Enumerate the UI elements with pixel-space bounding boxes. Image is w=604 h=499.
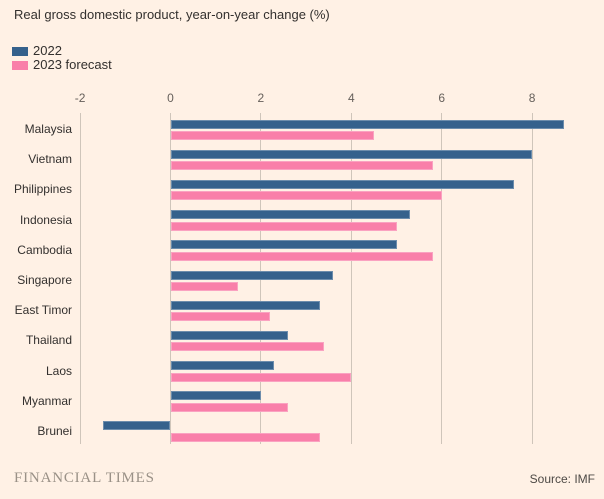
category-label: Singapore <box>17 273 72 287</box>
bar-2023-forecast-myanmar <box>170 402 289 412</box>
category-label: East Timor <box>14 303 72 318</box>
bar-2023-forecast-singapore <box>170 282 239 291</box>
category-label: Vietnam <box>28 152 72 167</box>
bar-2023-forecast-malaysia <box>170 131 374 141</box>
category-label: Thailand <box>25 333 72 348</box>
source-label: Source: IMF <box>529 472 595 486</box>
bar-2022-malaysia <box>170 119 564 129</box>
bar-2022-vietnam <box>170 149 533 159</box>
category-label: Cambodia <box>17 242 72 257</box>
category-label: Laos <box>45 363 72 378</box>
bar-2022-singapore <box>170 270 334 280</box>
legend-item: 2022 <box>12 44 112 58</box>
gridline <box>441 113 443 444</box>
legend: 2022 2023 forecast <box>12 44 112 72</box>
bar-2022-thailand <box>170 330 289 340</box>
bar-2022-laos <box>170 361 275 371</box>
x-tick-label: -2 <box>74 91 86 105</box>
category-label: Myanmar <box>21 393 72 408</box>
x-tick-label: 2 <box>257 91 265 105</box>
bar-2022-philippines <box>170 179 515 189</box>
category-label: Malaysia <box>24 122 72 137</box>
category-label: Philippines <box>13 182 72 197</box>
legend-label: 2022 <box>33 43 62 58</box>
x-tick-label: 8 <box>528 91 536 105</box>
ft-wordmark: FINANCIAL TIMES <box>14 470 155 486</box>
legend-swatch <box>12 47 28 56</box>
bar-2023-forecast-east-timor <box>170 312 270 322</box>
gridline <box>531 113 533 444</box>
bar-2022-east-timor <box>170 300 320 310</box>
bar-2023-forecast-indonesia <box>170 221 397 231</box>
bar-2023-forecast-brunei <box>170 432 320 442</box>
bar-2023-forecast-vietnam <box>170 161 433 171</box>
legend-label: 2023 forecast <box>33 57 112 72</box>
gridline <box>79 113 81 444</box>
category-label: Brunei <box>37 423 72 438</box>
bar-2023-forecast-laos <box>170 372 352 382</box>
bar-2023-forecast-cambodia <box>170 251 433 261</box>
gridline <box>350 113 352 444</box>
x-tick-label: 0 <box>167 91 174 105</box>
category-label: Indonesia <box>19 212 72 227</box>
bar-2022-indonesia <box>170 210 411 220</box>
legend-item: 2023 forecast <box>12 58 112 72</box>
bar-2022-myanmar <box>170 391 261 401</box>
chart-title: Real gross domestic product, year-on-yea… <box>14 7 330 22</box>
bar-2022-brunei <box>102 421 171 431</box>
bar-2022-cambodia <box>170 240 397 250</box>
x-tick-label: 6 <box>438 91 446 105</box>
x-tick-label: 4 <box>347 91 355 105</box>
legend-swatch <box>12 61 28 70</box>
bar-2023-forecast-philippines <box>170 191 442 201</box>
bar-2023-forecast-thailand <box>170 342 325 352</box>
